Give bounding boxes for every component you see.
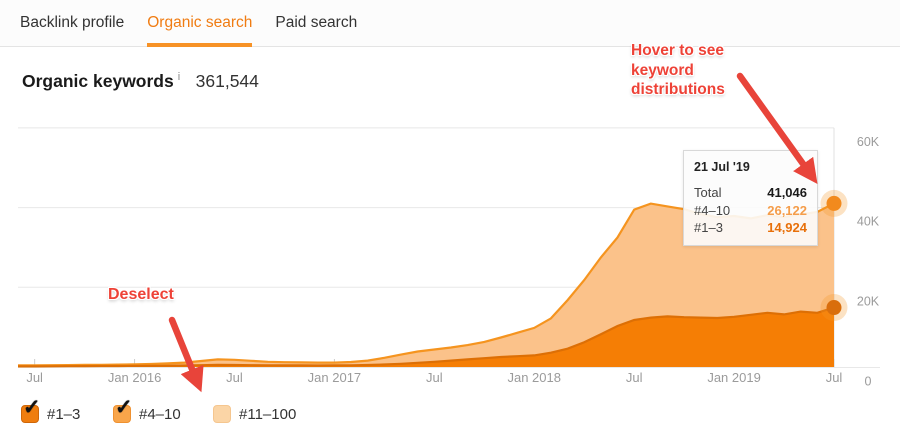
tooltip-value: 41,046 (767, 185, 807, 200)
keyword-count: 361,544 (195, 71, 259, 91)
info-icon[interactable]: i (177, 71, 181, 83)
tab-paid-search[interactable]: Paid search (275, 13, 358, 31)
tooltip-value: 26,122 (767, 202, 807, 218)
page-title: Organic keywords (22, 71, 174, 91)
tab-organic-search[interactable]: Organic search (147, 0, 253, 47)
x-axis-label: Jan 2019 (707, 370, 761, 385)
tooltip-date: 21 Jul '19 (694, 160, 750, 174)
chart-tooltip: 21 Jul '19 Total 41,046 #4–10 26,122 #1–… (683, 150, 818, 246)
y-axis-label: 20K (857, 294, 880, 308)
annotation-deselect-note: Deselect (108, 286, 174, 303)
x-axis-label: Jul (226, 370, 243, 385)
tab-bar: Backlink profile Organic search Paid sea… (0, 0, 900, 47)
y-axis-label: 60K (857, 135, 880, 149)
checkbox-checked[interactable]: ✓ (113, 397, 133, 423)
tooltip-label: #1–3 (694, 220, 723, 235)
legend-label: #11–100 (239, 405, 297, 423)
tooltip-row-1-3: #1–3 14,924 (694, 219, 807, 237)
checkbox-checked[interactable]: ✓ (21, 397, 41, 423)
checkbox-unchecked[interactable] (213, 405, 231, 423)
legend-item-11-100[interactable]: #11–100 (213, 405, 296, 423)
y-axis-label: 40K (857, 215, 880, 229)
legend-label: #1–3 (47, 405, 81, 423)
y-axis-label: 0 (865, 375, 872, 389)
x-axis-label: Jan 2017 (308, 370, 362, 385)
checkmark-icon: ✓ (115, 396, 133, 419)
checkmark-icon: ✓ (23, 396, 41, 419)
x-axis-label: Jul (626, 370, 643, 385)
tooltip-label: Total (694, 185, 722, 200)
legend-item-1-3[interactable]: ✓ #1–3 (21, 397, 81, 423)
tooltip-row-total: Total 41,046 (694, 184, 807, 202)
x-axis-label: Jul (426, 370, 443, 385)
chart-legend: ✓ #1–3 ✓ #4–10 #11–100 (0, 397, 900, 431)
x-axis-label: Jul (26, 370, 43, 385)
x-axis-label: Jul (826, 370, 843, 385)
legend-item-4-10[interactable]: ✓ #4–10 (113, 397, 181, 423)
tooltip-value: 14,924 (767, 220, 807, 235)
tooltip-row-4-10: #4–10 26,122 (694, 202, 807, 220)
tooltip-label: #4–10 (694, 202, 731, 218)
end-point-dot[interactable] (826, 300, 842, 316)
tab-backlink-profile[interactable]: Backlink profile (20, 13, 125, 31)
annotation-hover-note: Hover to see keyword distributions (631, 42, 725, 98)
x-axis-label: Jan 2018 (507, 370, 561, 385)
legend-label: #4–10 (139, 405, 181, 423)
report-header: Organic keywords i 361,544 (22, 71, 259, 92)
x-axis-label: Jan 2016 (108, 370, 162, 385)
line-1-3 (18, 306, 835, 368)
end-point-dot[interactable] (826, 195, 842, 211)
